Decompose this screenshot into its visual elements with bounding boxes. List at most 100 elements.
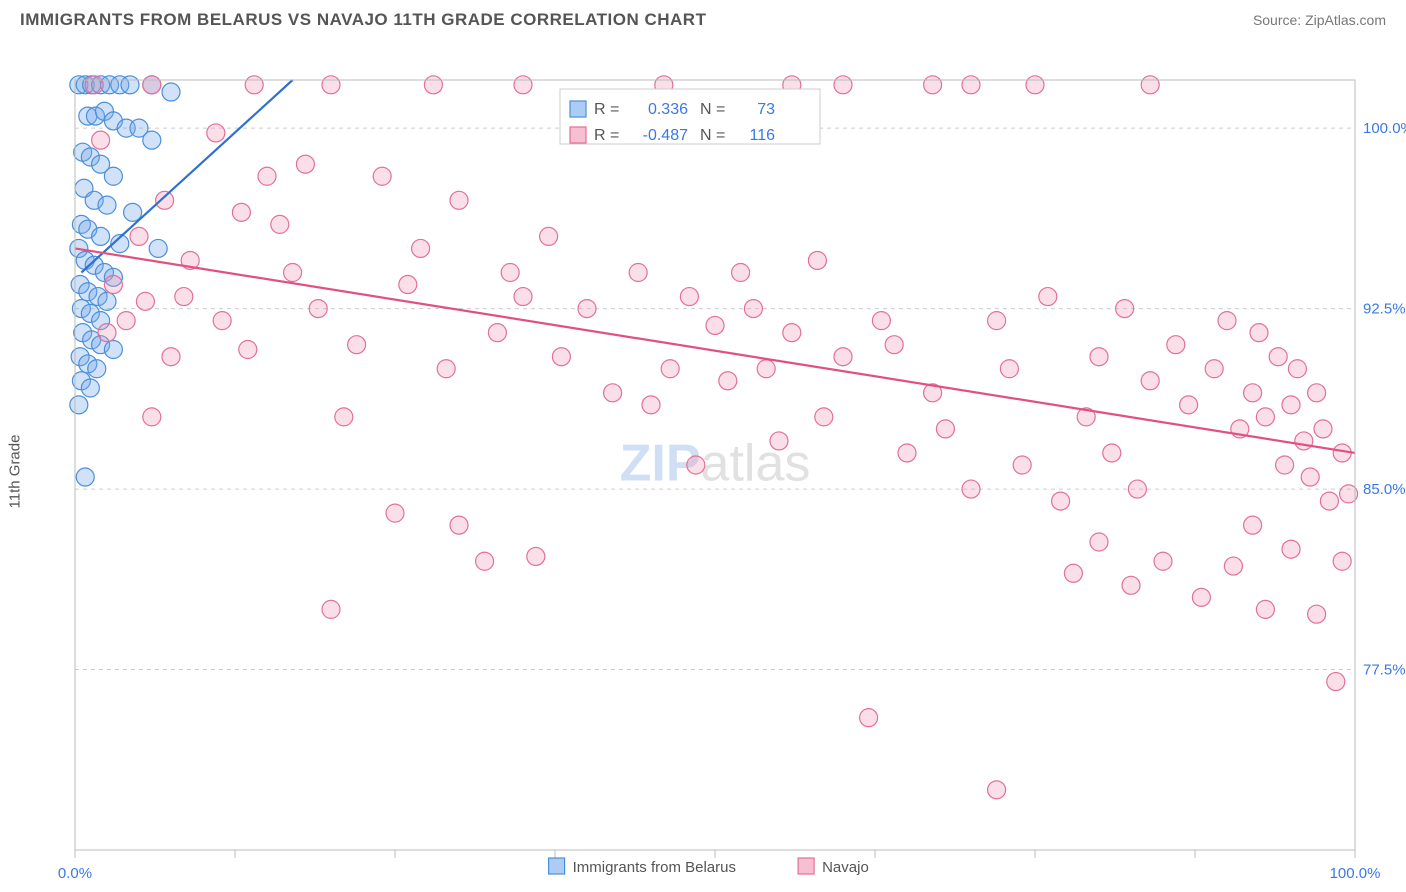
scatter-point: [1154, 552, 1172, 570]
y-tick-label: 85.0%: [1363, 481, 1406, 498]
scatter-point: [834, 76, 852, 94]
scatter-point: [450, 516, 468, 534]
scatter-point: [1288, 360, 1306, 378]
scatter-point: [271, 215, 289, 233]
scatter-point: [1205, 360, 1223, 378]
scatter-point: [1269, 348, 1287, 366]
scatter-point: [245, 76, 263, 94]
scatter-point: [552, 348, 570, 366]
scatter-point: [175, 288, 193, 306]
legend-r-label: R =: [594, 127, 619, 144]
scatter-point: [450, 191, 468, 209]
bottom-legend-swatch: [798, 858, 814, 874]
y-tick-label: 100.0%: [1363, 120, 1406, 137]
scatter-point: [1308, 605, 1326, 623]
scatter-point: [860, 709, 878, 727]
scatter-point: [527, 547, 545, 565]
scatter-point: [149, 239, 167, 257]
bottom-legend-swatch: [549, 858, 565, 874]
scatter-point: [962, 480, 980, 498]
legend-n-value: 116: [749, 127, 775, 144]
scatter-point: [284, 264, 302, 282]
scatter-point: [1333, 552, 1351, 570]
chart-title: IMMIGRANTS FROM BELARUS VS NAVAJO 11TH G…: [20, 10, 706, 30]
scatter-point: [1244, 384, 1262, 402]
legend-swatch: [570, 101, 586, 117]
scatter-point: [988, 312, 1006, 330]
scatter-point: [322, 600, 340, 618]
scatter-point: [488, 324, 506, 342]
scatter-point: [1250, 324, 1268, 342]
scatter-point: [514, 288, 532, 306]
source-link[interactable]: ZipAtlas.com: [1305, 12, 1386, 28]
scatter-point: [604, 384, 622, 402]
scatter-chart: 77.5%85.0%92.5%100.0%0.0%100.0%ZIPatlasR…: [20, 35, 1406, 890]
scatter-point: [232, 203, 250, 221]
scatter-point: [162, 348, 180, 366]
scatter-point: [309, 300, 327, 318]
scatter-point: [1180, 396, 1198, 414]
chart-container: 11th Grade 77.5%85.0%92.5%100.0%0.0%100.…: [20, 35, 1386, 890]
scatter-point: [373, 167, 391, 185]
scatter-point: [143, 408, 161, 426]
scatter-point: [1327, 673, 1345, 691]
scatter-point: [207, 124, 225, 142]
scatter-point: [136, 292, 154, 310]
scatter-point: [1039, 288, 1057, 306]
scatter-point: [1116, 300, 1134, 318]
scatter-point: [629, 264, 647, 282]
scatter-point: [76, 468, 94, 486]
scatter-point: [239, 341, 257, 359]
scatter-point: [213, 312, 231, 330]
scatter-point: [1052, 492, 1070, 510]
scatter-point: [1026, 76, 1044, 94]
scatter-point: [156, 191, 174, 209]
scatter-point: [322, 76, 340, 94]
legend-r-label: R =: [594, 101, 619, 118]
scatter-point: [1141, 76, 1159, 94]
scatter-point: [1256, 408, 1274, 426]
scatter-point: [770, 432, 788, 450]
scatter-point: [92, 131, 110, 149]
scatter-point: [121, 76, 139, 94]
x-tick-label: 100.0%: [1330, 865, 1381, 882]
scatter-point: [501, 264, 519, 282]
scatter-point: [1320, 492, 1338, 510]
scatter-point: [1218, 312, 1236, 330]
scatter-point: [687, 456, 705, 474]
scatter-point: [988, 781, 1006, 799]
scatter-point: [104, 341, 122, 359]
scatter-point: [335, 408, 353, 426]
scatter-point: [1090, 533, 1108, 551]
scatter-point: [98, 292, 116, 310]
scatter-point: [162, 83, 180, 101]
trend-line: [75, 248, 1355, 453]
scatter-point: [81, 379, 99, 397]
legend-n-value: 73: [757, 101, 775, 118]
y-tick-label: 92.5%: [1363, 301, 1406, 318]
scatter-point: [1282, 396, 1300, 414]
scatter-point: [1128, 480, 1146, 498]
scatter-point: [88, 360, 106, 378]
scatter-point: [98, 196, 116, 214]
scatter-point: [1103, 444, 1121, 462]
scatter-point: [661, 360, 679, 378]
scatter-point: [783, 324, 801, 342]
scatter-point: [1314, 420, 1332, 438]
scatter-point: [424, 76, 442, 94]
scatter-point: [1000, 360, 1018, 378]
scatter-point: [815, 408, 833, 426]
source-label: Source:: [1253, 12, 1305, 28]
scatter-point: [1224, 557, 1242, 575]
scatter-point: [680, 288, 698, 306]
scatter-point: [744, 300, 762, 318]
scatter-point: [98, 324, 116, 342]
scatter-point: [258, 167, 276, 185]
legend-r-value: 0.336: [648, 101, 688, 118]
scatter-point: [1192, 588, 1210, 606]
legend-r-value: -0.487: [643, 127, 688, 144]
scatter-point: [540, 227, 558, 245]
legend-swatch: [570, 127, 586, 143]
scatter-point: [1295, 432, 1313, 450]
bottom-legend-label: Navajo: [822, 859, 869, 876]
